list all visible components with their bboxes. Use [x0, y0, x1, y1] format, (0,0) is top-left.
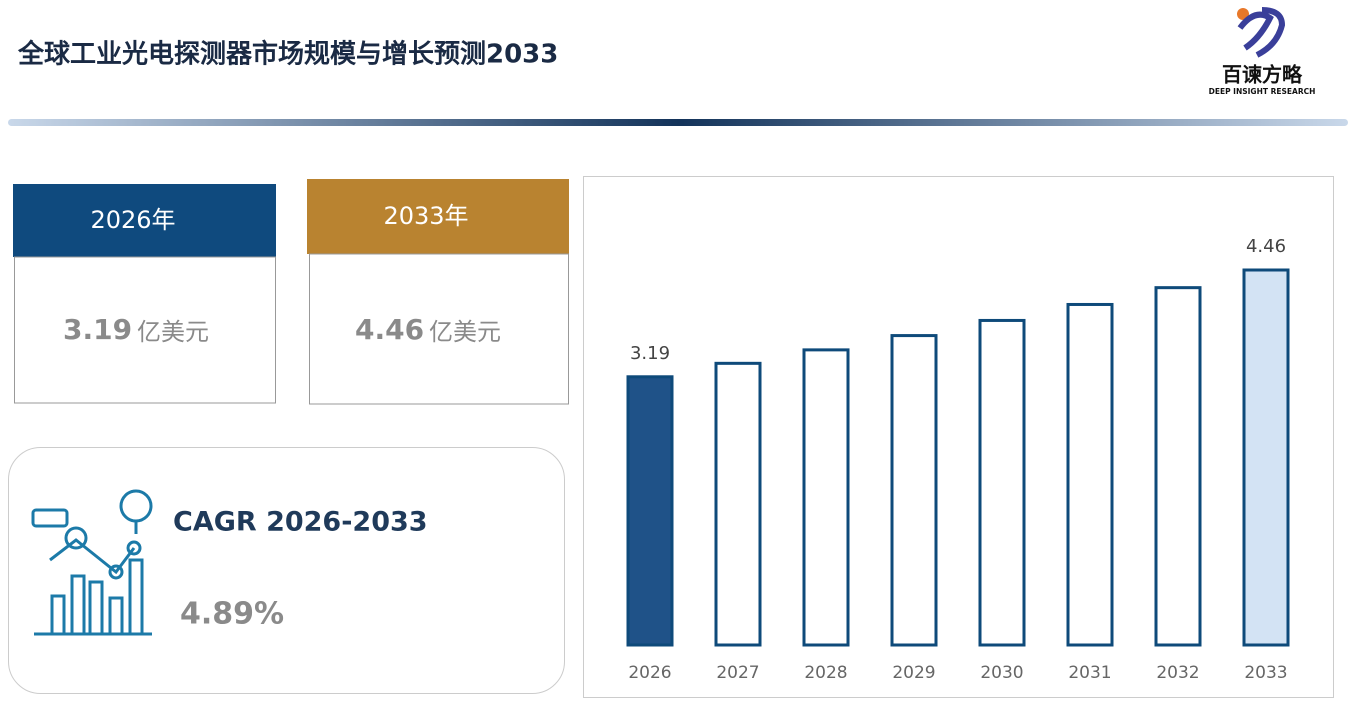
card-body [309, 253, 569, 405]
card-value: 4.46 [355, 313, 424, 346]
data-label: 3.19 [630, 343, 670, 364]
card-year: 2026年 [90, 206, 175, 234]
card-value: 3.19 [63, 313, 132, 346]
x-tick-label: 2029 [892, 663, 935, 683]
card-unit: 亿美元 [137, 318, 209, 346]
bar [1154, 286, 1202, 647]
card-header [307, 179, 569, 254]
card-year: 2033年 [383, 202, 468, 230]
divider [8, 119, 1348, 126]
bar [978, 318, 1026, 647]
cagr-icon [31, 489, 153, 636]
x-tick-label: 2031 [1068, 663, 1111, 683]
logo-name: 百谏方略 [1222, 63, 1303, 87]
logo-mark [1237, 7, 1286, 58]
card-body [14, 256, 276, 404]
logo-dot [1237, 8, 1249, 20]
title: 全球工业光电探测器市场规模与增长预测2033 [17, 39, 558, 70]
logo: 百谏方略 DEEP INSIGHT RESEARCH [1209, 7, 1316, 96]
bar [1066, 302, 1114, 647]
x-tick-label: 2026 [628, 663, 671, 683]
cagr-box [8, 447, 565, 694]
chart: 3.19 2026 2027 2028 2029 2030 2031 2032 4.46 2033 [626, 236, 1290, 683]
bar [802, 348, 850, 647]
data-label: 4.46 [1246, 236, 1286, 257]
x-tick-label: 2032 [1156, 663, 1199, 683]
card-header [13, 184, 276, 257]
x-tick-label: 2027 [716, 663, 759, 683]
logo-subtitle: DEEP INSIGHT RESEARCH [1209, 87, 1316, 96]
bar [890, 334, 938, 647]
cagr-value: 4.89% [180, 597, 284, 632]
x-tick-label: 2033 [1244, 663, 1287, 683]
x-tick-label: 2028 [804, 663, 847, 683]
bar [714, 361, 762, 647]
cagr-label: CAGR 2026-2033 [173, 507, 428, 538]
bar [1242, 268, 1290, 647]
bar [626, 375, 674, 647]
chart-frame [583, 176, 1334, 698]
x-tick-label: 2030 [980, 663, 1023, 683]
card-unit: 亿美元 [429, 318, 501, 346]
